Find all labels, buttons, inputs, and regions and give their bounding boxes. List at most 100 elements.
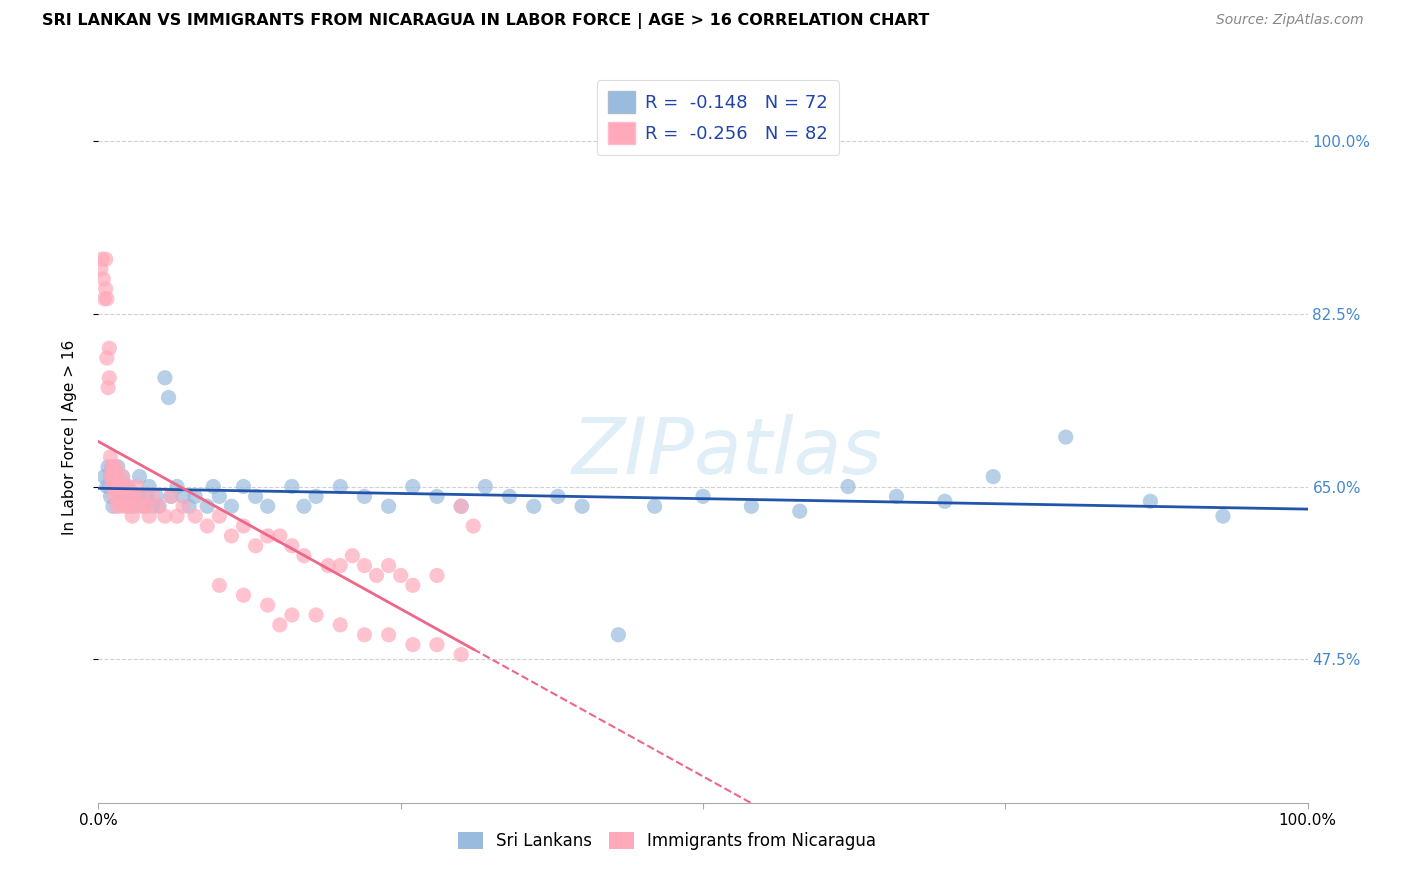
Point — [329, 618, 352, 632]
Text: SRI LANKAN VS IMMIGRANTS FROM NICARAGUA IN LABOR FORCE | AGE > 16 CORRELATION CH: SRI LANKAN VS IMMIGRANTS FROM NICARAGUA … — [42, 13, 929, 29]
Point — [1212, 509, 1234, 524]
Point — [101, 469, 124, 483]
Y-axis label: In Labor Force | Age > 16: In Labor Force | Age > 16 — [62, 340, 77, 534]
Point — [97, 459, 120, 474]
Point — [281, 479, 304, 493]
Point — [111, 469, 134, 483]
Point — [94, 252, 117, 267]
Point — [100, 469, 122, 483]
Point — [90, 262, 112, 277]
Point — [426, 638, 449, 652]
Point — [426, 568, 449, 582]
Point — [138, 509, 160, 524]
Point — [160, 489, 183, 503]
Legend: Sri Lankans, Immigrants from Nicaragua: Sri Lankans, Immigrants from Nicaragua — [451, 825, 883, 856]
Point — [377, 628, 399, 642]
Point — [353, 489, 375, 503]
Point — [108, 489, 131, 503]
Point — [110, 479, 132, 493]
Point — [121, 509, 143, 524]
Point — [96, 479, 118, 493]
Point — [377, 558, 399, 573]
Point — [166, 509, 188, 524]
Point — [232, 588, 254, 602]
Point — [202, 479, 225, 493]
Point — [101, 479, 124, 493]
Point — [138, 479, 160, 493]
Point — [103, 489, 125, 503]
Point — [108, 500, 131, 514]
Point — [837, 479, 859, 493]
Point — [292, 549, 315, 563]
Point — [94, 282, 117, 296]
Point — [389, 568, 412, 582]
Point — [305, 607, 328, 622]
Point — [256, 500, 278, 514]
Point — [607, 628, 630, 642]
Point — [91, 272, 114, 286]
Point — [98, 341, 121, 355]
Text: ZIPatlas: ZIPatlas — [572, 414, 883, 490]
Point — [450, 648, 472, 662]
Point — [157, 391, 180, 405]
Point — [184, 509, 207, 524]
Point — [108, 479, 131, 493]
Point — [118, 489, 141, 503]
Point — [523, 500, 546, 514]
Point — [245, 539, 267, 553]
Point — [117, 479, 139, 493]
Point — [134, 500, 156, 514]
Point — [100, 459, 122, 474]
Point — [107, 479, 129, 493]
Point — [450, 500, 472, 514]
Point — [111, 469, 134, 483]
Point — [208, 578, 231, 592]
Point — [145, 489, 167, 503]
Point — [644, 500, 666, 514]
Point — [100, 469, 122, 483]
Point — [166, 479, 188, 493]
Point — [221, 500, 243, 514]
Point — [127, 489, 149, 503]
Point — [98, 371, 121, 385]
Point — [342, 549, 364, 563]
Point — [108, 479, 131, 493]
Point — [692, 489, 714, 503]
Point — [426, 489, 449, 503]
Point — [256, 598, 278, 612]
Point — [114, 500, 136, 514]
Point — [153, 509, 176, 524]
Point — [571, 500, 593, 514]
Point — [474, 479, 496, 493]
Point — [353, 558, 375, 573]
Point — [93, 292, 115, 306]
Point — [789, 504, 811, 518]
Point — [128, 500, 150, 514]
Point — [547, 489, 569, 503]
Point — [172, 500, 194, 514]
Point — [353, 628, 375, 642]
Point — [118, 479, 141, 493]
Point — [124, 500, 146, 514]
Point — [245, 489, 267, 503]
Point — [101, 500, 124, 514]
Point — [112, 479, 135, 493]
Point — [232, 479, 254, 493]
Point — [114, 489, 136, 503]
Point — [316, 558, 339, 573]
Point — [934, 494, 956, 508]
Point — [91, 252, 114, 267]
Point — [450, 500, 472, 514]
Point — [221, 529, 243, 543]
Point — [100, 479, 122, 493]
Point — [329, 558, 352, 573]
Point — [118, 500, 141, 514]
Point — [463, 519, 485, 533]
Point — [172, 489, 194, 503]
Point — [377, 500, 399, 514]
Point — [105, 500, 128, 514]
Point — [142, 489, 165, 503]
Point — [269, 618, 291, 632]
Point — [104, 479, 127, 493]
Point — [195, 500, 218, 514]
